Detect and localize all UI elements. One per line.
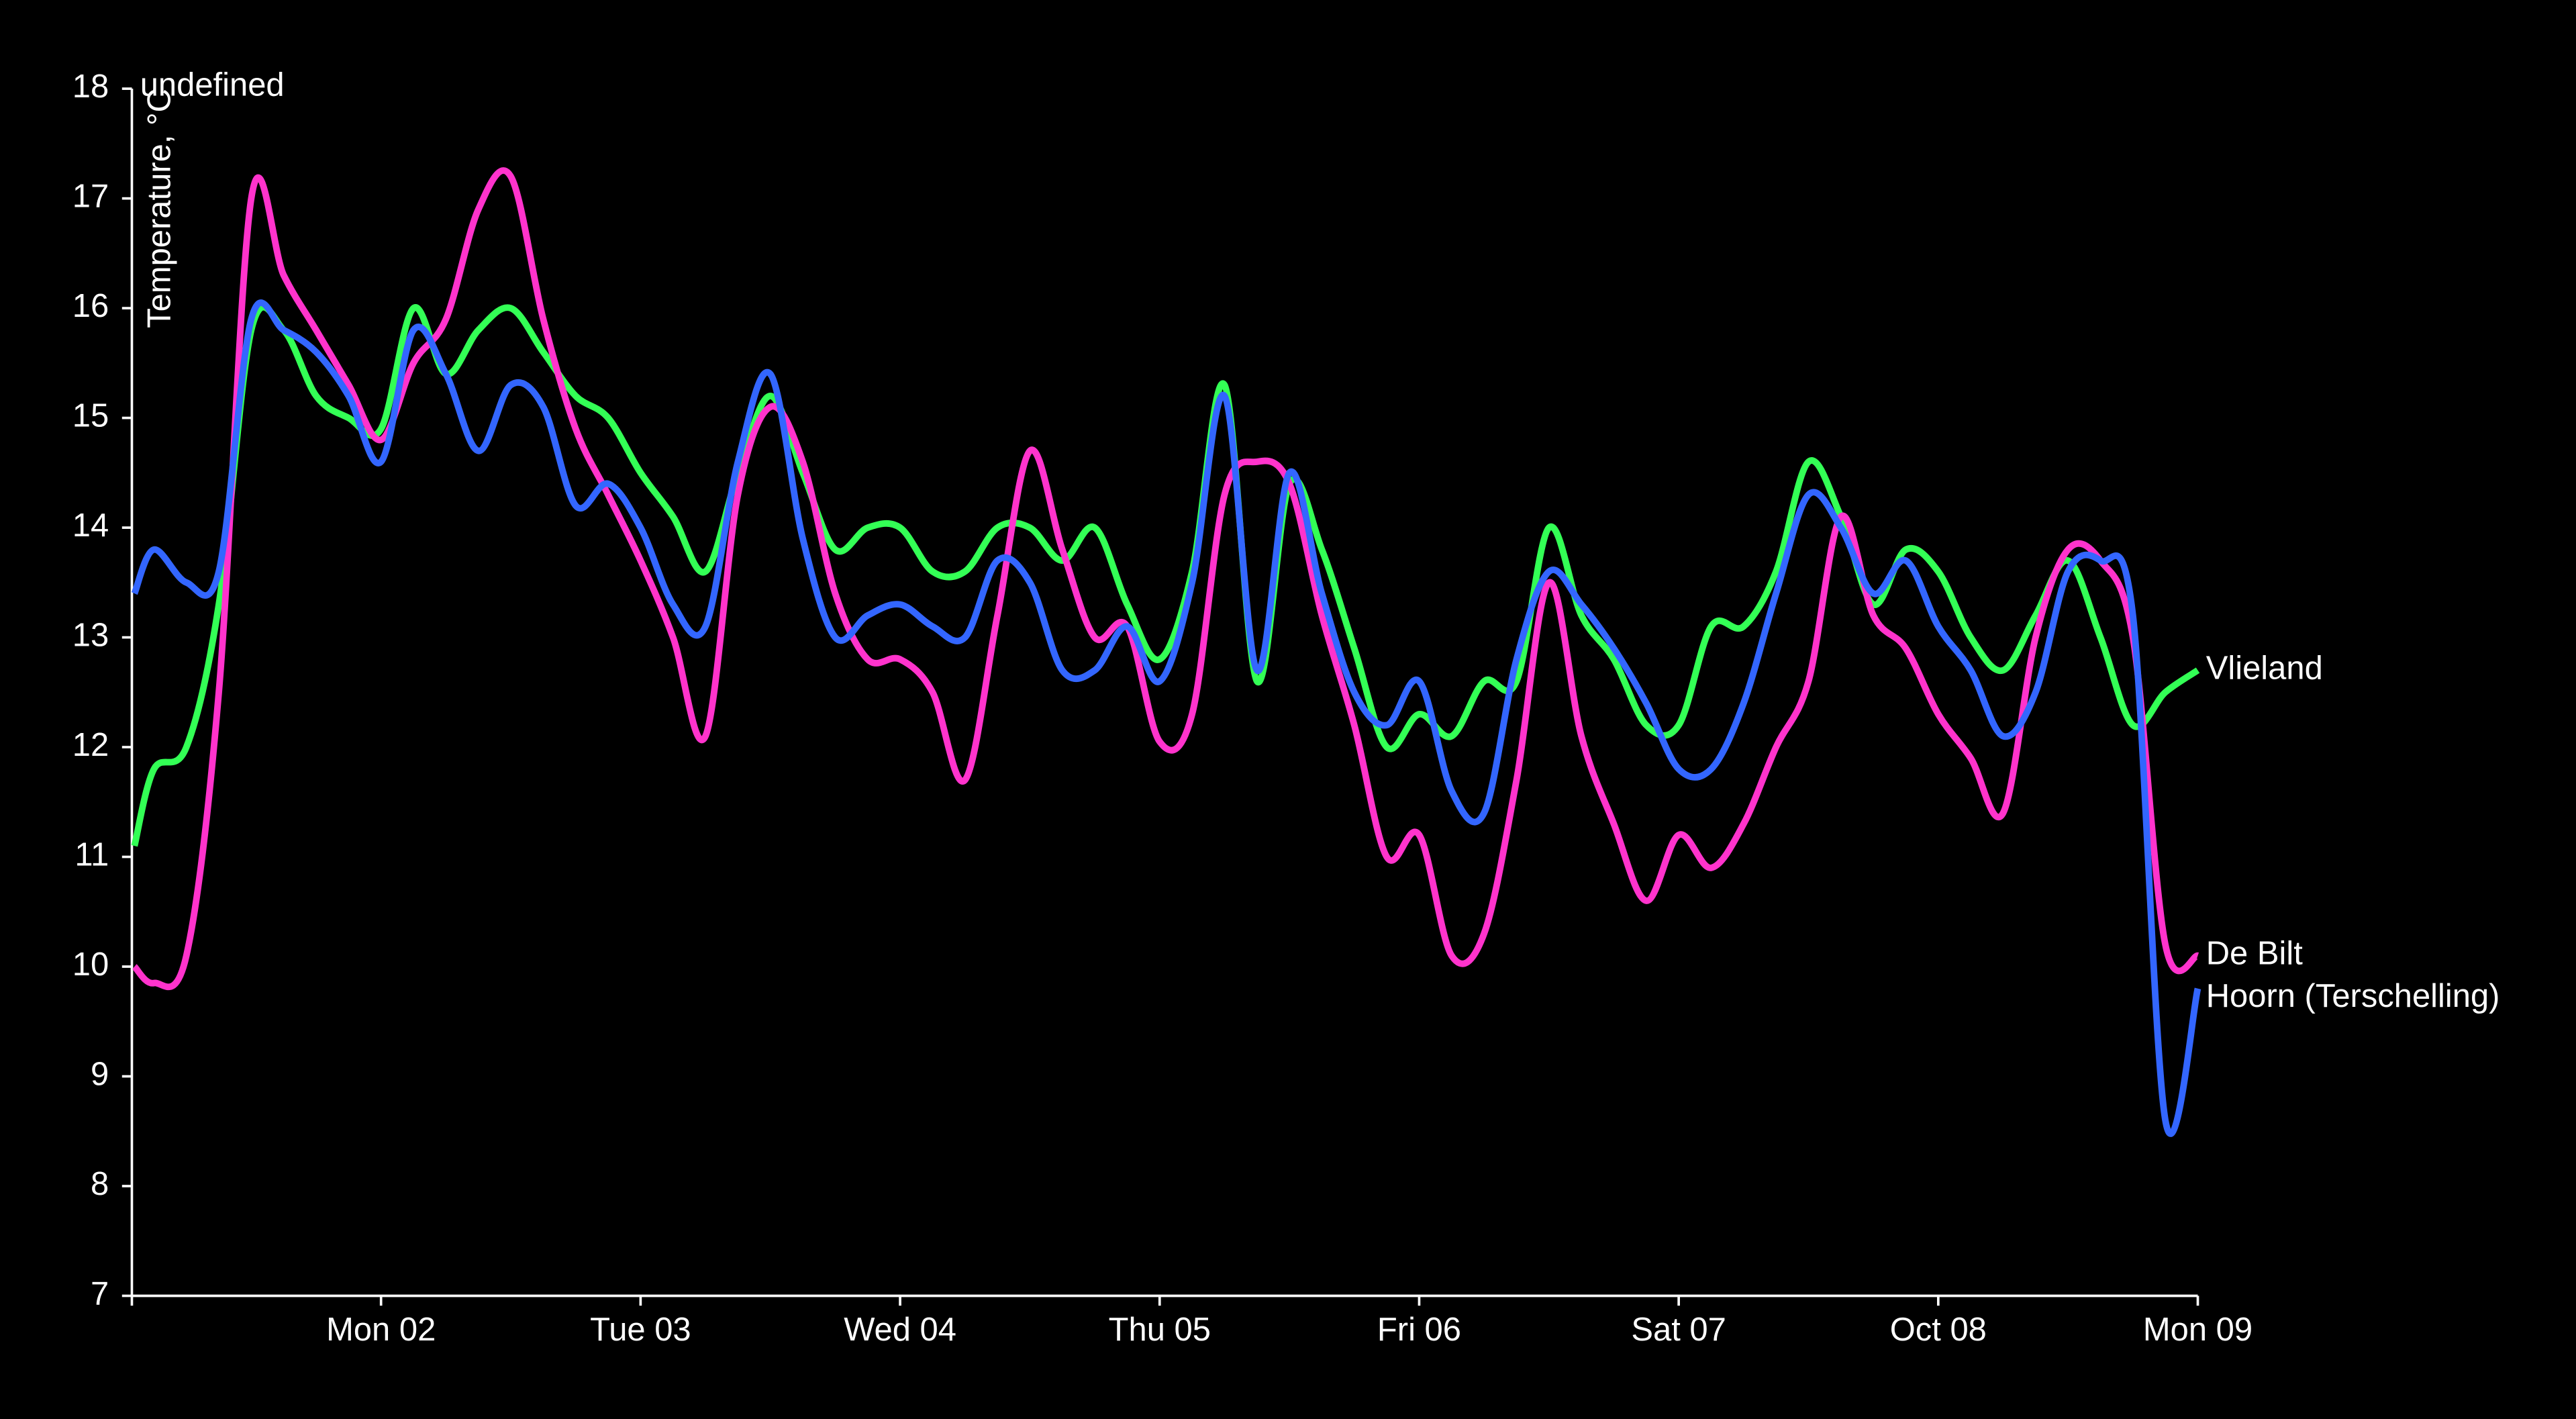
- x-tick-label: Mon 09: [2143, 1312, 2252, 1348]
- series-label: Vlieland: [2206, 650, 2323, 687]
- line-series: [131, 299, 2201, 1137]
- y-tick-label: 17: [72, 179, 109, 215]
- series-label: Hoorn (Terschelling): [2206, 978, 2500, 1014]
- x-tick-label: Oct 08: [1890, 1312, 1987, 1348]
- line-series: [132, 167, 2199, 991]
- x-tick-label: Fri 06: [1377, 1312, 1461, 1348]
- x-tick-label: Sat 07: [1631, 1312, 1726, 1348]
- y-tick-label: 18: [72, 68, 109, 105]
- x-tick-label: Mon 02: [326, 1312, 436, 1348]
- x-tick-label: Thu 05: [1109, 1312, 1211, 1348]
- y-tick-label: 10: [72, 946, 109, 983]
- y-tick-label: 13: [72, 617, 109, 653]
- y-tick-label: 7: [91, 1275, 109, 1312]
- x-tick-label: Wed 04: [844, 1312, 956, 1348]
- y-tick-label: 12: [72, 727, 109, 763]
- y-tick-label: 11: [75, 836, 109, 873]
- y-axis-label: Temperature, °C: [141, 89, 177, 328]
- y-tick-label: 15: [72, 398, 109, 434]
- y-tick-label: 14: [72, 507, 109, 544]
- y-tick-label: 8: [91, 1166, 109, 1202]
- chart-title: undefined: [140, 67, 285, 103]
- x-tick-label: Tue 03: [590, 1312, 691, 1348]
- y-tick-label: 9: [91, 1056, 109, 1092]
- series-label: De Bilt: [2206, 936, 2303, 972]
- y-tick-label: 16: [72, 288, 109, 324]
